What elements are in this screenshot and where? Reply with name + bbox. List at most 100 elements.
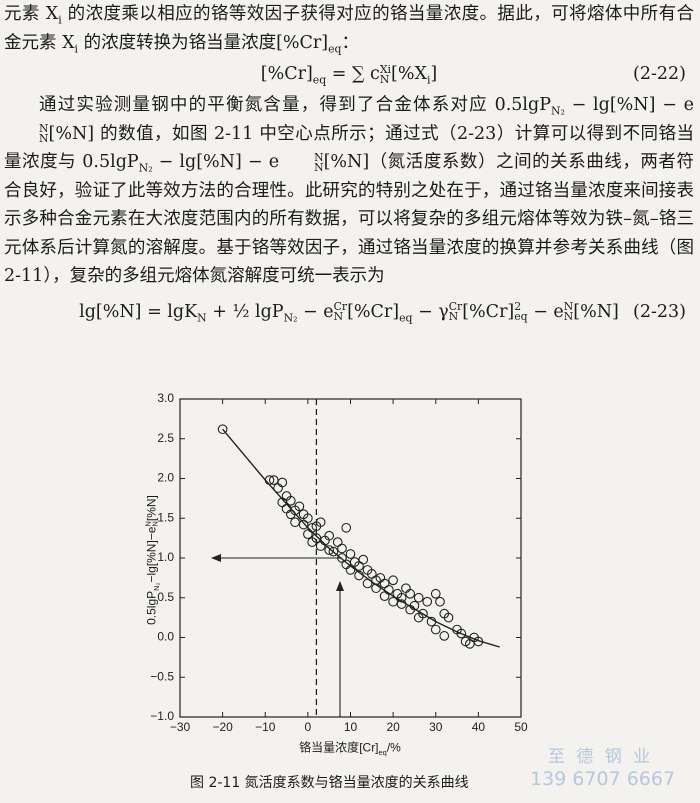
data-point <box>328 546 339 557</box>
data-point <box>332 537 343 547</box>
text-run: − lg[%N] − <box>152 152 269 172</box>
subscript: i <box>426 73 431 87</box>
x-tick-label: 30 <box>429 720 443 734</box>
math-symbol: [%Cr] <box>260 64 313 84</box>
text-run: + ½ lg <box>206 301 272 322</box>
text-run: − <box>527 301 554 322</box>
data-point <box>315 541 326 551</box>
data-point <box>435 596 445 607</box>
data-point <box>473 636 484 647</box>
math-symbol: [%Cr] <box>276 32 329 53</box>
y-tick-label: −0.5 <box>150 669 174 683</box>
data-point <box>379 591 390 602</box>
data-point <box>324 545 335 555</box>
x-tick-label: −20 <box>212 720 233 734</box>
data-point <box>379 578 390 589</box>
text-run: 通过实验测量钢中的平衡氮含量，得到了合金体系对应 0.5lg <box>39 95 540 115</box>
x-tick-label: 10 <box>344 720 358 734</box>
math-symbol: [%X <box>391 64 427 84</box>
data-point <box>345 565 356 575</box>
data-point <box>298 519 309 530</box>
text-run: − <box>412 301 439 322</box>
y-tick-label: 3.0 <box>157 391 174 405</box>
chart: −1.0 −0.5 0.0 0.5 1.0 1.5 2.0 2.5 3.0 −30 −20 −10 0 1… <box>150 391 528 734</box>
data-point <box>307 537 317 547</box>
data-point <box>315 517 326 528</box>
data-point <box>268 475 279 485</box>
y-tick-label: 2.0 <box>157 471 174 485</box>
data-point <box>371 583 381 594</box>
subscript: N₂ <box>283 311 298 324</box>
superscript: Cr <box>448 300 463 314</box>
data-point <box>443 612 454 623</box>
y-tick-label: 0.5 <box>157 590 174 604</box>
subscript: N₂ <box>551 104 565 118</box>
paragraph: 元素 Xi 的浓度乘以相应的铬等效因子获得对应的铬当量浓度。据此，可将熔体中所有… <box>4 0 694 57</box>
math-symbol: [%Cr] <box>462 301 515 322</box>
text-run: 元素 <box>4 4 46 24</box>
data-point <box>396 599 407 609</box>
x-tick-label: 50 <box>514 720 528 734</box>
subscript: eq <box>312 73 327 87</box>
subscript: eq <box>328 42 342 55</box>
math-symbol: [%Cr] <box>347 301 400 322</box>
data-point <box>430 588 441 599</box>
x-tick-label: 20 <box>386 720 400 734</box>
math-symbol: e <box>268 152 280 172</box>
text-run: −lg[%N]− <box>144 533 159 583</box>
y-tick-label: 0.0 <box>157 630 174 644</box>
data-point <box>277 477 288 488</box>
superscript: N <box>563 300 574 314</box>
text-run: [%N] <box>573 301 619 322</box>
data-point <box>362 578 373 589</box>
data-point <box>290 517 300 528</box>
x-tick-label: −10 <box>255 720 276 734</box>
data-point <box>422 596 433 607</box>
text-run: 的浓度转换为铬当量浓度 <box>78 32 277 53</box>
superscript: Cr <box>333 300 348 314</box>
text-run: 的浓度乘以相应的铬等效因子获得对应的铬当量浓度。据此，可将熔体中所有合金元素 <box>4 4 694 53</box>
subscript: N <box>39 132 49 145</box>
data-point <box>456 628 467 639</box>
y-tick-label: 1.5 <box>157 510 174 524</box>
subscript: N <box>314 160 324 174</box>
math-symbol: e <box>553 301 564 322</box>
script-stack: Cr N <box>448 300 463 323</box>
equation-number: (2-22) <box>633 64 686 84</box>
text-run: /% <box>386 740 401 755</box>
math-symbol: e <box>683 95 694 115</box>
math-symbol: e <box>323 301 334 322</box>
watermark: 至 德 钢 业 <box>548 747 654 767</box>
math-symbol: X <box>62 32 75 53</box>
data-point <box>303 529 313 539</box>
math-symbol: X <box>45 4 59 24</box>
data-point <box>217 424 228 435</box>
equation-number: (2-23) <box>633 301 686 322</box>
text-run: ： <box>341 32 359 53</box>
subscript: N <box>448 310 459 323</box>
math-symbol: P <box>144 590 159 599</box>
data-point <box>264 475 275 485</box>
math-symbol: K <box>184 301 198 322</box>
data-point <box>401 583 411 594</box>
subscript: eq <box>514 310 528 323</box>
x-tick-label: 0 <box>305 720 312 734</box>
math-symbol: γ <box>438 301 449 322</box>
text-run: 0.5lg <box>144 598 159 625</box>
script-stack: 2 eq <box>514 301 528 323</box>
paragraph: 通过实验测量钢中的平衡氮含量，得到了合金体系对应 0.5lgPN₂ − lg[%… <box>4 91 694 291</box>
text-run: 铬当量浓度 <box>299 740 360 755</box>
data-point <box>465 639 475 649</box>
fit-curve <box>222 428 500 648</box>
script-stack: Xi N <box>380 64 391 84</box>
y-tick-label: −1.0 <box>150 709 174 723</box>
watermark: 139 6707 6667 <box>530 768 676 790</box>
formula: lg[%N] = lgKN + ½ lgPN₂ − e Cr N [%Cr]eq − … <box>79 300 619 324</box>
math-symbol: c <box>370 64 380 84</box>
subscript: eq <box>378 747 387 757</box>
data-point <box>430 624 441 635</box>
math-symbol: e <box>144 526 159 534</box>
data-point <box>439 631 450 641</box>
